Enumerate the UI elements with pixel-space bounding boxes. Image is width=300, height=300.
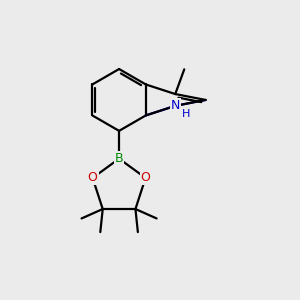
Text: N: N: [171, 99, 180, 112]
Text: H: H: [182, 109, 190, 119]
Text: O: O: [141, 171, 151, 184]
Text: O: O: [88, 171, 98, 184]
Text: B: B: [115, 152, 123, 165]
